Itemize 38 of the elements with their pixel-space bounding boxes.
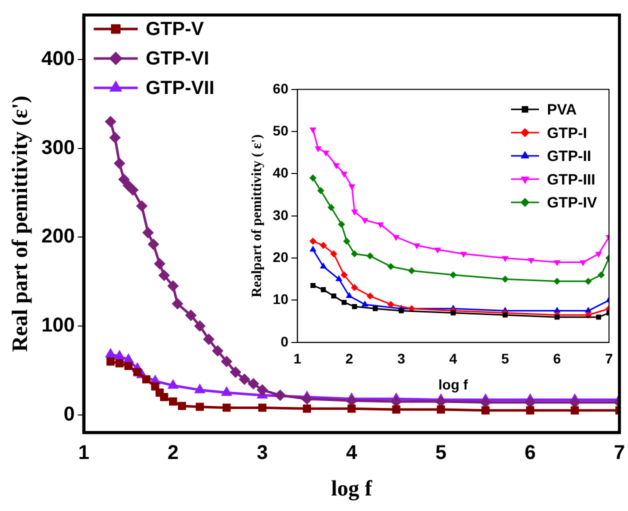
y-axis-title: Real part of pemittivity (ε') [6, 96, 32, 352]
y-tick-label: 10 [272, 291, 289, 308]
y-tick-label: 100 [41, 314, 75, 336]
x-tick-label: 2 [167, 442, 179, 464]
x-tick-label: 3 [256, 442, 268, 464]
x-tick-label: 4 [346, 442, 358, 464]
legend-label: GTP-I [547, 124, 587, 142]
y-axis-title: Realpart of pemittivity ( ε') [250, 134, 266, 298]
y-tick-label: 200 [41, 226, 75, 248]
x-tick-label: 5 [501, 350, 510, 367]
x-tick-label: 4 [449, 350, 458, 367]
y-tick-label: 300 [41, 136, 75, 159]
x-tick-label: 3 [397, 350, 406, 367]
x-axis-title: log f [331, 475, 373, 500]
legend-label: PVA [547, 102, 577, 119]
legend-label: GTP-II [547, 148, 592, 166]
y-tick-label: 50 [272, 122, 289, 138]
legend-label: GTP-VII [146, 78, 214, 100]
x-tick-label: 6 [524, 442, 536, 464]
legend-label: GTP-VI [146, 48, 210, 70]
legend-label: GTP-III [547, 171, 596, 188]
y-tick-label: 0 [64, 403, 75, 426]
y-tick-label: 60 [272, 80, 289, 96]
x-tick-label: 7 [614, 442, 625, 464]
x-tick-label: 2 [345, 350, 354, 367]
y-tick-label: 30 [272, 206, 289, 223]
y-tick-label: 400 [41, 48, 75, 70]
x-axis-title: log f [438, 376, 468, 392]
x-tick-label: 6 [553, 350, 562, 367]
y-tick-label: 40 [272, 164, 289, 181]
legend-label: GTP-V [146, 19, 204, 40]
y-tick-label: 0 [280, 333, 289, 350]
x-tick-label: 1 [293, 350, 302, 367]
x-tick-label: 1 [78, 442, 90, 464]
x-tick-label: 7 [605, 350, 614, 367]
y-tick-label: 20 [272, 248, 289, 265]
x-tick-label: 5 [435, 442, 446, 464]
legend-label: GTP-IV [547, 194, 598, 212]
